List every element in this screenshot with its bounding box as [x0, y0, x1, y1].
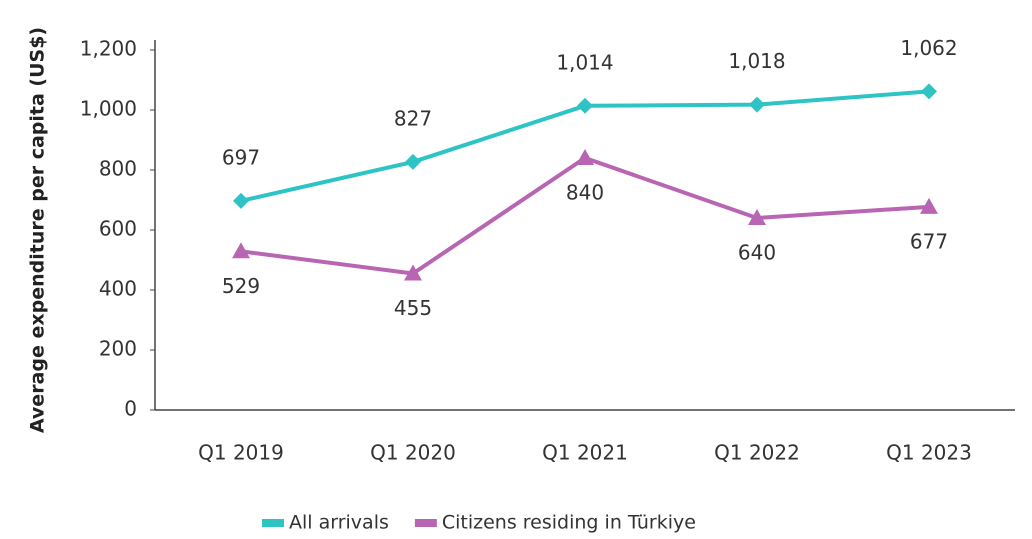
x-tick-label: Q1 2019 [198, 441, 284, 465]
y-tick-label: 0 [124, 397, 137, 421]
y-tick-label: 1,000 [80, 97, 137, 121]
legend-label: All arrivals [289, 512, 389, 534]
marker [921, 83, 937, 100]
legend: All arrivals Citizens residing in Türkiye [262, 512, 696, 534]
data-label: 640 [738, 241, 776, 265]
data-label: 529 [222, 274, 260, 298]
marker [920, 197, 938, 214]
data-label: 455 [394, 296, 432, 320]
data-label: 840 [566, 181, 604, 205]
y-tick-label: 1,200 [80, 37, 137, 61]
marker [404, 264, 422, 281]
data-label: 1,014 [556, 50, 613, 74]
y-tick-label: 400 [99, 277, 137, 301]
marker [749, 96, 765, 113]
x-tick-label: Q1 2021 [542, 441, 628, 465]
x-tick-label: Q1 2022 [714, 441, 800, 465]
data-label: 827 [394, 106, 432, 130]
marker [232, 242, 250, 259]
marker [405, 153, 421, 170]
data-label: 697 [222, 145, 260, 169]
legend-swatch [262, 519, 284, 527]
x-tick-label: Q1 2023 [886, 441, 972, 465]
legend-label: Citizens residing in Türkiye [442, 512, 696, 534]
y-tick-label: 200 [99, 337, 137, 361]
y-tick-label: 800 [99, 157, 137, 181]
x-tick-label: Q1 2020 [370, 441, 456, 465]
series-line [240, 155, 930, 276]
y-tick-label: 600 [99, 217, 137, 241]
marker [748, 209, 766, 225]
data-label: 1,018 [728, 49, 785, 73]
data-label: 677 [910, 229, 948, 253]
legend-swatch [414, 519, 437, 527]
marker [233, 192, 249, 209]
data-label: 1,062 [900, 36, 957, 60]
marker [577, 97, 593, 114]
marker [576, 149, 594, 165]
y-axis-title: Average expenditure per capita (US$) [27, 27, 49, 433]
